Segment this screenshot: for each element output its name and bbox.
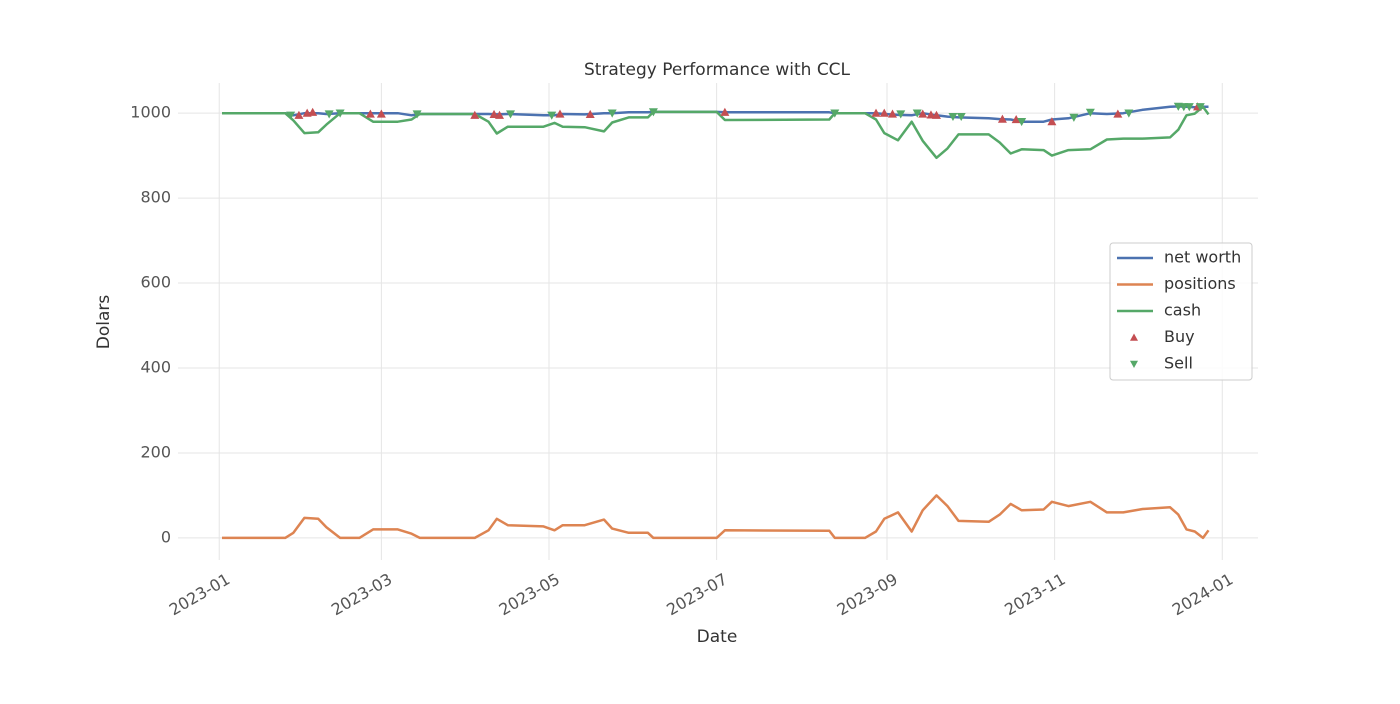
trade-marker [1017, 118, 1027, 127]
x-tick-label: 2023-11 [1001, 569, 1068, 619]
trade-marker [1085, 108, 1095, 117]
trade-marker [1047, 117, 1057, 126]
y-tick-label: 1000 [130, 103, 171, 122]
series-line [222, 105, 1210, 160]
trade-marker [720, 107, 730, 116]
trade-marker [918, 109, 928, 118]
trade-marker [1011, 115, 1021, 124]
trade-marker [489, 109, 499, 119]
x-tick-label: 2023-05 [496, 569, 563, 619]
trade-marker [896, 110, 906, 119]
legend-label: positions [1164, 274, 1236, 293]
legend-label: Buy [1164, 327, 1195, 346]
legend: net worth positions cash Buy Sell [1109, 242, 1253, 381]
trade-marker [956, 112, 966, 122]
trade-marker [1069, 113, 1079, 122]
trade-marker [547, 111, 557, 120]
y-tick-label: 800 [140, 188, 171, 207]
x-tick-label: 2023-03 [328, 569, 395, 619]
y-tick-label: 400 [140, 358, 171, 377]
chart-title: Strategy Performance with CCL [584, 60, 851, 80]
trade-marker [1124, 109, 1134, 118]
trade-marker [470, 110, 480, 119]
x-axis-label: Date [697, 627, 738, 647]
trade-marker [294, 110, 304, 119]
x-tick-label: 2023-07 [663, 569, 730, 619]
trade-marker [365, 109, 375, 118]
trade-marker [585, 109, 595, 119]
x-tick-label: 2023-09 [834, 569, 901, 619]
trade-marker [1113, 109, 1123, 118]
trade-marker [308, 107, 318, 116]
trade-marker [506, 110, 516, 119]
legend-label: cash [1164, 301, 1201, 320]
y-tick-label: 600 [140, 273, 171, 292]
trade-marker [648, 108, 658, 117]
trade-marker [931, 110, 941, 119]
series-line [222, 494, 1210, 540]
trade-marker [412, 110, 422, 119]
y-tick-label: 200 [140, 442, 171, 461]
trade-marker [1184, 103, 1194, 112]
y-tick-label: 0 [161, 527, 171, 546]
legend-box [1109, 242, 1253, 381]
trade-marker [324, 110, 334, 119]
x-tick-label: 2023-01 [166, 569, 233, 619]
trade-marker [888, 109, 898, 118]
trade-marker [555, 109, 565, 118]
trade-marker [879, 108, 889, 117]
legend-marker [1130, 360, 1138, 368]
trade-marker [912, 109, 922, 118]
trade-marker [926, 110, 936, 119]
trade-marker [286, 111, 296, 120]
trade-marker [871, 108, 881, 117]
y-axis-label: Dolars [94, 295, 114, 350]
legend-marker [1130, 333, 1138, 341]
trade-marker [948, 112, 958, 122]
x-tick-label: 2024-01 [1169, 569, 1236, 619]
legend-label: Sell [1164, 354, 1193, 373]
trade-marker [607, 109, 617, 118]
trade-marker [997, 114, 1007, 123]
trade-marker [376, 109, 386, 118]
legend-label: net worth [1164, 248, 1241, 267]
trade-marker [1195, 103, 1205, 112]
plot-area [222, 102, 1210, 540]
trade-marker [495, 110, 505, 119]
trade-marker [335, 109, 345, 118]
trade-marker [830, 109, 840, 118]
